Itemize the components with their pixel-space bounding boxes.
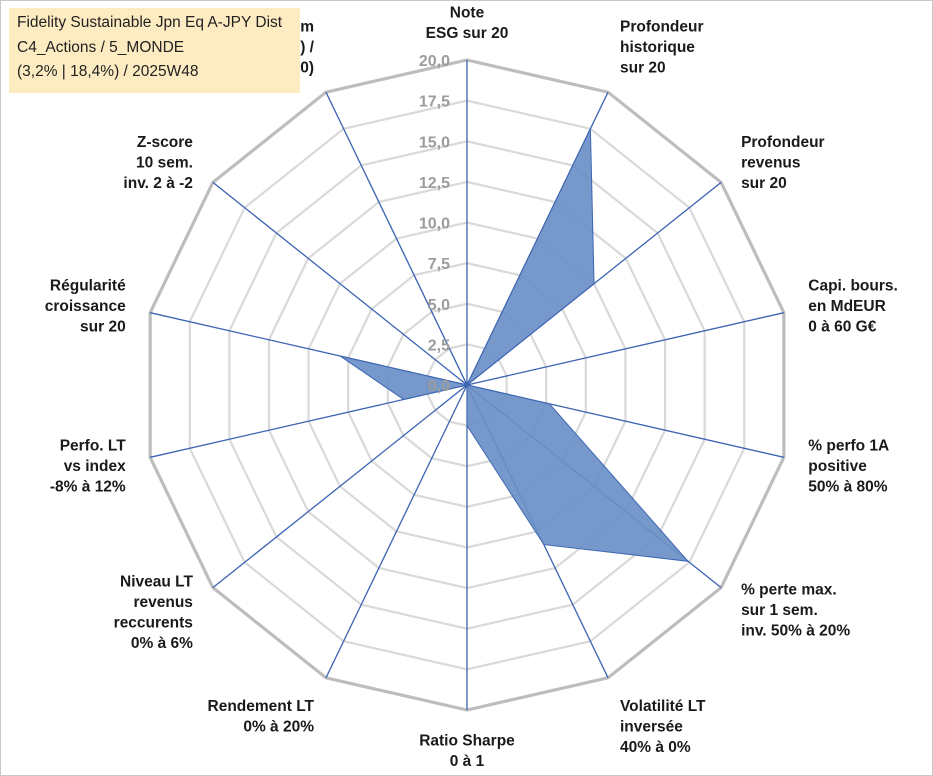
axis-label-line: inv. 50% à 20%: [741, 623, 850, 640]
axis-label-line: revenus: [133, 594, 192, 611]
axis-label-line: 40% à 0%: [620, 739, 691, 756]
axis-label-line: sur 20: [80, 319, 126, 336]
axis-label-line: croissance: [45, 298, 126, 315]
axis-label-line: % perte max.: [741, 582, 837, 599]
radial-tick-label: 0,0: [428, 378, 450, 395]
axis-label-line: inversée: [620, 718, 683, 735]
axis-label-line: revenus: [741, 154, 800, 171]
axis-label: Régularité croissance sur 20: [45, 278, 126, 336]
radial-tick-label: 17,5: [419, 94, 450, 111]
axis-label-line: 0 à 1: [450, 753, 485, 770]
axis-label-line: Niveau LT: [120, 574, 193, 591]
axis-spoke: [325, 384, 468, 679]
axis-label-line: Régularité: [50, 278, 126, 295]
axis-label: % perte max. sur 1 sem. inv. 50% à 20%: [741, 582, 850, 640]
radial-tick-label: 7,5: [428, 256, 450, 273]
axis-label: Capi. bours. en MdEUR 0 à 60 G€: [808, 278, 898, 336]
axis-label: Niveau LT revenus reccurents 0% à 6%: [114, 574, 194, 653]
axis-label: Ratio Sharpe 0 à 1: [419, 732, 515, 770]
chart-title-box: Fidelity Sustainable Jpn Eq A-JPY Dist C…: [9, 8, 300, 93]
axis-label-line: en MdEUR: [808, 298, 886, 315]
radial-tick-label: 2,5: [428, 337, 450, 354]
fund-stats-week: (3,2% | 18,4%) / 2025W48: [17, 63, 199, 80]
axis-label: Z-score 10 sem. inv. 2 à -2: [123, 134, 193, 192]
axis-label: Volatilité LT inversée 40% à 0%: [620, 698, 706, 756]
axis-label-line: reccurents: [114, 615, 193, 632]
radial-tick-labels: 0,0 2,5 5,0 7,5 10,0 12,5 15,0 17,5 20,0: [419, 53, 450, 395]
axis-label-line: % perfo 1A: [808, 438, 889, 455]
axis-label-line: 0% à 6%: [131, 635, 193, 652]
axis-label-line: Note: [450, 4, 485, 21]
axis-label-line: historique: [620, 39, 695, 56]
axis-label-line: 50% à 80%: [808, 479, 887, 496]
axis-label-line: Profondeur: [620, 18, 704, 35]
axis-label: % perfo 1A positive 50% à 80%: [808, 438, 889, 496]
axis-label-line: Profondeur: [741, 134, 825, 151]
radar-series: [339, 128, 690, 562]
axis-labels: Note ESG sur 20 Profondeur historique sur 20…: [45, 4, 898, 770]
series-area: [339, 128, 690, 562]
axis-label-line: Ratio Sharpe: [419, 732, 515, 749]
axis-spoke: [212, 384, 468, 589]
axis-label-line: sur 1 sem.: [741, 602, 818, 619]
radial-tick-label: 15,0: [419, 134, 450, 151]
axis-label-line: 0 à 60 G€: [808, 319, 876, 336]
axis-label-line: sur 20: [741, 175, 787, 192]
axis-label-line: sur 20: [620, 59, 666, 76]
radial-tick-label: 10,0: [419, 216, 450, 233]
axis-label-line: vs index: [64, 458, 126, 475]
fund-category: C4_Actions / 5_MONDE: [17, 38, 185, 56]
radial-tick-label: 5,0: [428, 297, 450, 314]
fund-name: Fidelity Sustainable Jpn Eq A-JPY Dist: [17, 14, 283, 31]
axis-label-line: 0% à 20%: [243, 718, 314, 735]
axis-label-line: 10 sem.: [136, 154, 193, 171]
axis-label-line: inv. 2 à -2: [123, 175, 193, 192]
axis-label: Profondeur historique sur 20: [620, 18, 704, 76]
axis-label-line: ESG sur 20: [426, 25, 509, 42]
axis-label-line: Perfo. LT: [60, 438, 127, 455]
axis-spoke: [212, 181, 468, 386]
axis-label-line: Volatilité LT: [620, 698, 706, 715]
axis-label: Profondeur revenus sur 20: [741, 134, 825, 192]
axis-label-line: Capi. bours.: [808, 278, 898, 295]
radial-tick-label: 20,0: [419, 53, 450, 70]
axis-label-line: positive: [808, 458, 867, 475]
radial-tick-label: 12,5: [419, 175, 450, 192]
axis-label-line: -8% à 12%: [50, 479, 126, 496]
axis-label-line: Rendement LT: [208, 698, 315, 715]
axis-label: Rendement LT 0% à 20%: [208, 698, 315, 736]
axis-spoke: [466, 312, 784, 386]
axis-label: Note ESG sur 20: [426, 4, 509, 42]
axis-label-line: Z-score: [137, 134, 193, 151]
axis-label: Perfo. LT vs index -8% à 12%: [50, 438, 126, 496]
